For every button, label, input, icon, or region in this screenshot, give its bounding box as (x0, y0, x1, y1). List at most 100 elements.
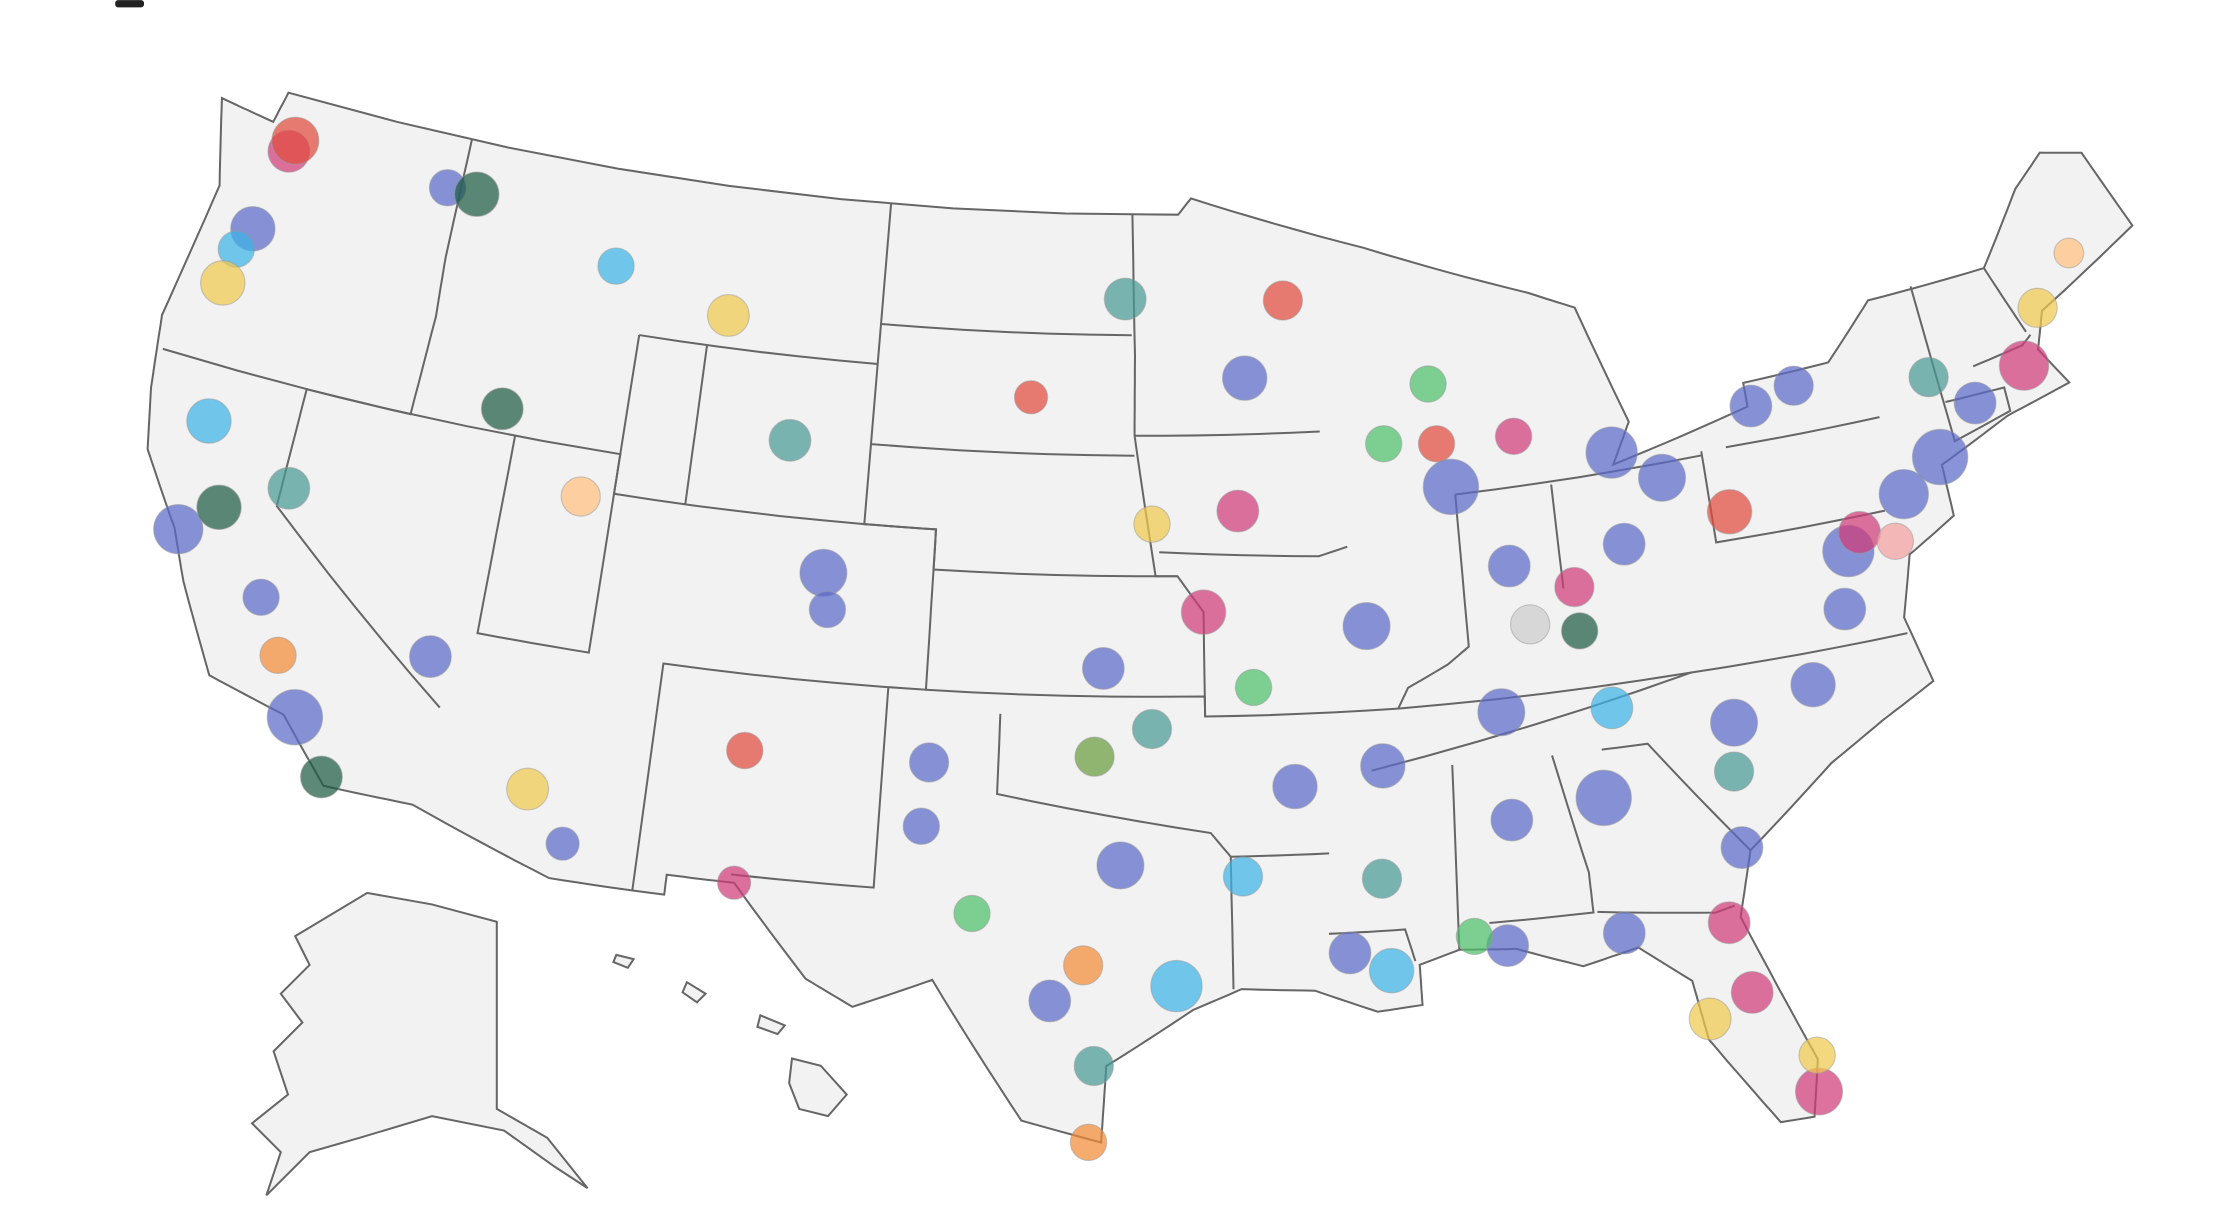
bubble (716, 865, 752, 900)
corner-button[interactable] (115, 0, 144, 8)
bubble (1409, 365, 1447, 403)
state-border (1700, 451, 1886, 544)
land (146, 91, 2134, 1144)
bubbles (153, 116, 2085, 1162)
bubble (1706, 488, 1753, 535)
bubble (196, 484, 242, 531)
bubble (1069, 1123, 1108, 1162)
bubble (1585, 426, 1638, 479)
bubble (1074, 736, 1115, 777)
bubble (2017, 287, 2058, 329)
bubble (1554, 566, 1595, 608)
bubble (1720, 826, 1764, 870)
bubble (1234, 668, 1273, 707)
bubble (902, 807, 941, 845)
bubble (242, 578, 280, 617)
bubble (266, 689, 324, 746)
bubble (1222, 856, 1264, 897)
state-border (631, 203, 938, 891)
bubble (299, 755, 343, 799)
bubble (1590, 686, 1634, 730)
bubble (454, 171, 500, 217)
bubble (1103, 277, 1147, 321)
bubble (1422, 458, 1480, 516)
bubble (1073, 1045, 1114, 1087)
bubble (768, 418, 812, 462)
state-border (880, 322, 1132, 337)
bubble (545, 826, 580, 861)
bubble (1360, 743, 1406, 789)
state-border (925, 632, 1908, 718)
state-border (476, 334, 641, 654)
bubble (1707, 901, 1751, 945)
bubble (1081, 646, 1125, 690)
bubble (1272, 763, 1318, 810)
bubble (1730, 970, 1774, 1014)
bubble (1133, 505, 1171, 543)
bubble (1709, 698, 1759, 747)
bubble (1602, 911, 1646, 955)
bubble (1221, 355, 1268, 401)
bubble (799, 548, 848, 597)
bubble (1713, 751, 1755, 792)
hawaii (612, 953, 849, 1118)
bubble (1262, 280, 1304, 321)
bubble (908, 742, 950, 783)
state-border (1550, 484, 1565, 589)
bubble (560, 476, 601, 517)
bubble (1487, 544, 1531, 588)
bubble (1908, 356, 1949, 398)
bubble (1798, 1036, 1836, 1074)
state-border (1371, 671, 1692, 772)
bubble (1575, 769, 1632, 827)
bubble (1477, 688, 1526, 737)
bubble (1455, 917, 1494, 956)
bubble (1509, 604, 1551, 645)
bubble (1028, 979, 1072, 1023)
bubble (1490, 798, 1534, 842)
bubble (1096, 841, 1145, 890)
state-border (1159, 545, 1348, 558)
bubble (1131, 708, 1173, 750)
bubble (2053, 237, 2085, 269)
bubble (706, 294, 750, 337)
bubble (259, 636, 297, 675)
bubble (1417, 425, 1456, 463)
state-border (1451, 764, 1461, 950)
bubble (726, 731, 764, 770)
bubble (1486, 924, 1530, 968)
state-border (639, 334, 878, 366)
usa-outline (146, 91, 2134, 1144)
bubble (153, 503, 204, 555)
bubble (1790, 661, 1836, 708)
bubble (808, 590, 847, 629)
bubble (1216, 489, 1260, 533)
bubble (1878, 468, 1930, 520)
state-border (1134, 430, 1320, 437)
state-border (1230, 852, 1330, 858)
bubble (1998, 340, 2050, 391)
bubble (1180, 589, 1227, 635)
bubble (186, 398, 232, 444)
bubble (1637, 453, 1687, 502)
bubble (1602, 522, 1646, 566)
bubble (1063, 945, 1104, 986)
state-border (730, 687, 890, 889)
bubble (1361, 858, 1403, 899)
bubble (408, 635, 452, 679)
bubble (597, 247, 635, 285)
state-border (1601, 742, 1752, 852)
state-border (996, 713, 1235, 990)
state-border (1489, 755, 1595, 925)
bubble (1794, 1067, 1844, 1116)
bubble (1729, 384, 1773, 428)
bubble (1494, 417, 1533, 456)
bubble (1838, 510, 1882, 554)
bubble (1013, 380, 1049, 415)
state-border (1983, 267, 2027, 333)
state-border (684, 345, 709, 505)
state-border (870, 443, 1135, 457)
bubble (1342, 602, 1391, 651)
